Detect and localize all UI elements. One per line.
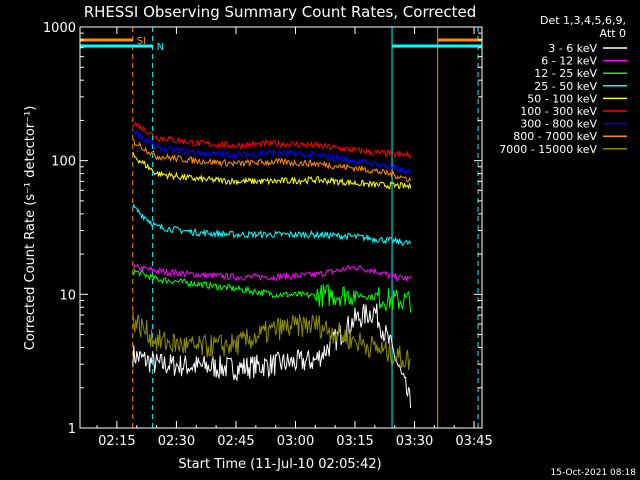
plot-frame: [79, 26, 483, 429]
legend-header-2: Att 0: [600, 27, 626, 40]
x-axis-label: Start Time (11-Jul-10 02:05:42): [178, 457, 381, 472]
legend-entry-4: 50 - 100 keV: [527, 92, 597, 105]
legend-entry-6: 300 - 800 keV: [520, 118, 597, 131]
legend-entry-7: 800 - 7000 keV: [513, 130, 597, 143]
series-line-1: [132, 263, 412, 282]
plot-area: SIN 02:15 02:30 02:45 03:00 03:15 03:30 03:45 …: [43, 21, 493, 449]
flag-label-n: N: [157, 42, 164, 53]
flag-label-si: SI: [137, 36, 146, 47]
legend-entry-8: 7000 - 15000 keV: [499, 143, 597, 156]
series-line-5: [132, 121, 412, 160]
legend-header-1: Det 1,3,4,5,6,9,: [540, 14, 626, 27]
footer-timestamp: 15-Oct-2021 08:18: [551, 468, 637, 478]
x-tick-label-1: 02:30: [158, 434, 195, 449]
y-tick-label-2: 100: [51, 155, 76, 170]
x-tick-label-5: 03:30: [396, 434, 433, 449]
y-tick-label-0: 1: [68, 422, 76, 437]
legend-entry-1: 6 - 12 keV: [541, 55, 597, 68]
y-tick-label-1: 10: [59, 288, 76, 303]
series-line-0: [132, 303, 412, 408]
y-tick-label-3: 1000: [43, 21, 76, 36]
x-tick-label-6: 03:45: [455, 434, 492, 449]
legend-entry-0: 3 - 6 keV: [548, 42, 597, 55]
y-axis-label: Corrected Count Rate (s⁻¹ detector⁻¹): [23, 106, 38, 351]
x-tick-label-0: 02:15: [98, 434, 135, 449]
series-line-6: [132, 126, 411, 177]
legend-entry-5: 100 - 300 keV: [520, 105, 597, 118]
chart-title: RHESSI Observing Summary Count Rates, Co…: [84, 3, 477, 21]
series-line-7: [132, 138, 412, 183]
x-tick-label-4: 03:15: [336, 434, 373, 449]
series-line-2: [132, 268, 412, 313]
series-line-3: [132, 203, 412, 247]
legend-entry-2: 12 - 25 keV: [534, 67, 597, 80]
x-tick-label-2: 02:45: [217, 434, 254, 449]
legend-entry-3: 25 - 50 keV: [534, 80, 597, 93]
series-line-8: [132, 311, 412, 370]
series-line-4: [132, 151, 412, 190]
x-tick-label-3: 03:00: [277, 434, 314, 449]
